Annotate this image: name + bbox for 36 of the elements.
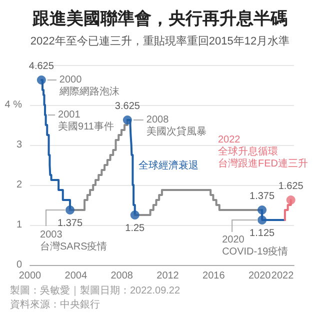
point [258,206,267,214]
y-tick-label: 2 [16,180,22,190]
annotation: 2001 美國911事件 [58,110,114,132]
data-label: 1.625 [278,181,304,192]
y-tick-label: 3 [16,140,22,150]
y-tick-label: 4 % [4,100,22,110]
annotation: 台灣跟進FED連三升 [218,158,308,170]
x-tick-label: 2008 [110,270,134,282]
data-label: 1.375 [250,191,275,202]
y-tick-label: 0 [16,260,22,270]
annotation: 2022 全球升息循環 [218,134,278,158]
point [36,76,46,84]
x-tick-label: 2012 [156,270,180,282]
x-tick-label: 2016 [202,270,226,282]
annotation: 全球經濟衰退 [138,160,199,172]
data-label: 3.625 [114,101,140,112]
x-tick-label: 2022 [271,270,294,282]
y-tick-label: 1 [16,220,22,230]
source-note: 資料來源：中央銀行 [10,298,100,310]
data-label: 1.25 [125,223,146,234]
x-tick-label: 2000 [18,270,42,282]
chart-title: 跟進美國聯準會，央行再升息半碼 [32,9,288,28]
data-label: 1.375 [57,218,83,229]
data-label: 4.625 [28,61,54,72]
chart-subtitle: 2022年至今已連三升，重貼現率重回2015年12月水準 [30,34,290,48]
annotation: 2000 網際網路泡沫 [58,74,120,98]
point [122,116,132,124]
text: 製圖：吳敏愛｜製圖日期：2022.09.22 [10,284,180,296]
x-tick-label: 2020 [248,270,272,282]
x-tick-label: 2004 [64,270,88,282]
point [258,216,267,224]
point [130,210,140,220]
point [286,196,296,204]
annotation: 2008 美國次貸風暴 [146,114,206,138]
annotation: 2003 台灣SARS疫情 [40,230,108,252]
point [66,206,75,214]
